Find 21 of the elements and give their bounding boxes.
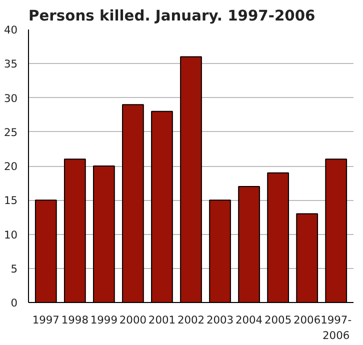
chart-title: Persons killed. January. 1997-2006 <box>28 8 316 24</box>
x-tick-label: 2001 <box>148 314 176 326</box>
x-tick-label: 2004 <box>235 314 263 326</box>
x-tick-label: 2006 <box>294 314 321 326</box>
y-tick-label: 5 <box>10 262 18 276</box>
y-tick-label: 15 <box>4 194 18 208</box>
y-tick-label: 20 <box>4 160 18 173</box>
x-tick-label: 1997- 2006 <box>320 314 352 342</box>
x-tick-label: 1998 <box>61 314 89 326</box>
x-tick-label: 1997 <box>32 314 60 326</box>
x-tick-label: 1999 <box>90 314 118 326</box>
x-tick-label: 2003 <box>206 314 234 326</box>
y-tick-label: 25 <box>4 126 18 139</box>
x-tick-label: 2005 <box>264 314 292 326</box>
x-tick-label: 2000 <box>119 314 147 326</box>
y-tick-label: 35 <box>4 58 18 71</box>
y-tick-label: 40 <box>4 24 18 36</box>
y-tick-label: 30 <box>4 92 18 105</box>
y-tick-label: 0 <box>10 296 18 310</box>
x-tick-label: 2002 <box>177 314 205 326</box>
y-tick-label: 10 <box>4 228 18 242</box>
